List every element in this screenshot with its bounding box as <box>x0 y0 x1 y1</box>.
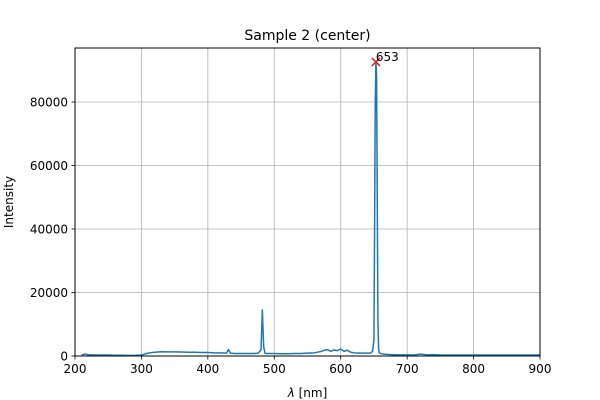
series-layer <box>81 61 540 357</box>
x-tick-label: 300 <box>130 362 153 376</box>
x-axis-ticks: 200 300 400 500 600 700 800 900 <box>64 356 552 376</box>
series-line <box>81 61 540 357</box>
x-tick-label: 700 <box>396 362 419 376</box>
x-axis-label-unit: [nm] <box>295 386 327 400</box>
plot-frame <box>74 47 541 357</box>
y-tick-label: 60000 <box>30 159 68 173</box>
x-tick-label: 900 <box>529 362 552 376</box>
peak-label: 653 <box>376 50 399 64</box>
y-tick-label: 80000 <box>30 95 68 109</box>
y-tick-label: 0 <box>60 350 68 364</box>
x-tick-label: 400 <box>196 362 219 376</box>
peak-marker-layer: 653 <box>371 50 399 67</box>
x-tick-label: 500 <box>263 362 286 376</box>
peak-marker-x <box>371 57 381 67</box>
x-tick-label: 600 <box>329 362 352 376</box>
y-axis-ticks: 0 20000 40000 60000 80000 <box>30 95 75 364</box>
chart-title: Sample 2 (center) <box>244 28 370 44</box>
y-tick-label: 40000 <box>30 222 68 236</box>
x-tick-label: 200 <box>64 362 87 376</box>
x-axis-label: λ [nm] <box>287 386 328 400</box>
x-tick-label: 800 <box>462 362 485 376</box>
y-axis-label: Intensity <box>2 176 16 228</box>
x-axis-label-symbol: λ <box>287 386 295 400</box>
y-tick-label: 20000 <box>30 286 68 300</box>
